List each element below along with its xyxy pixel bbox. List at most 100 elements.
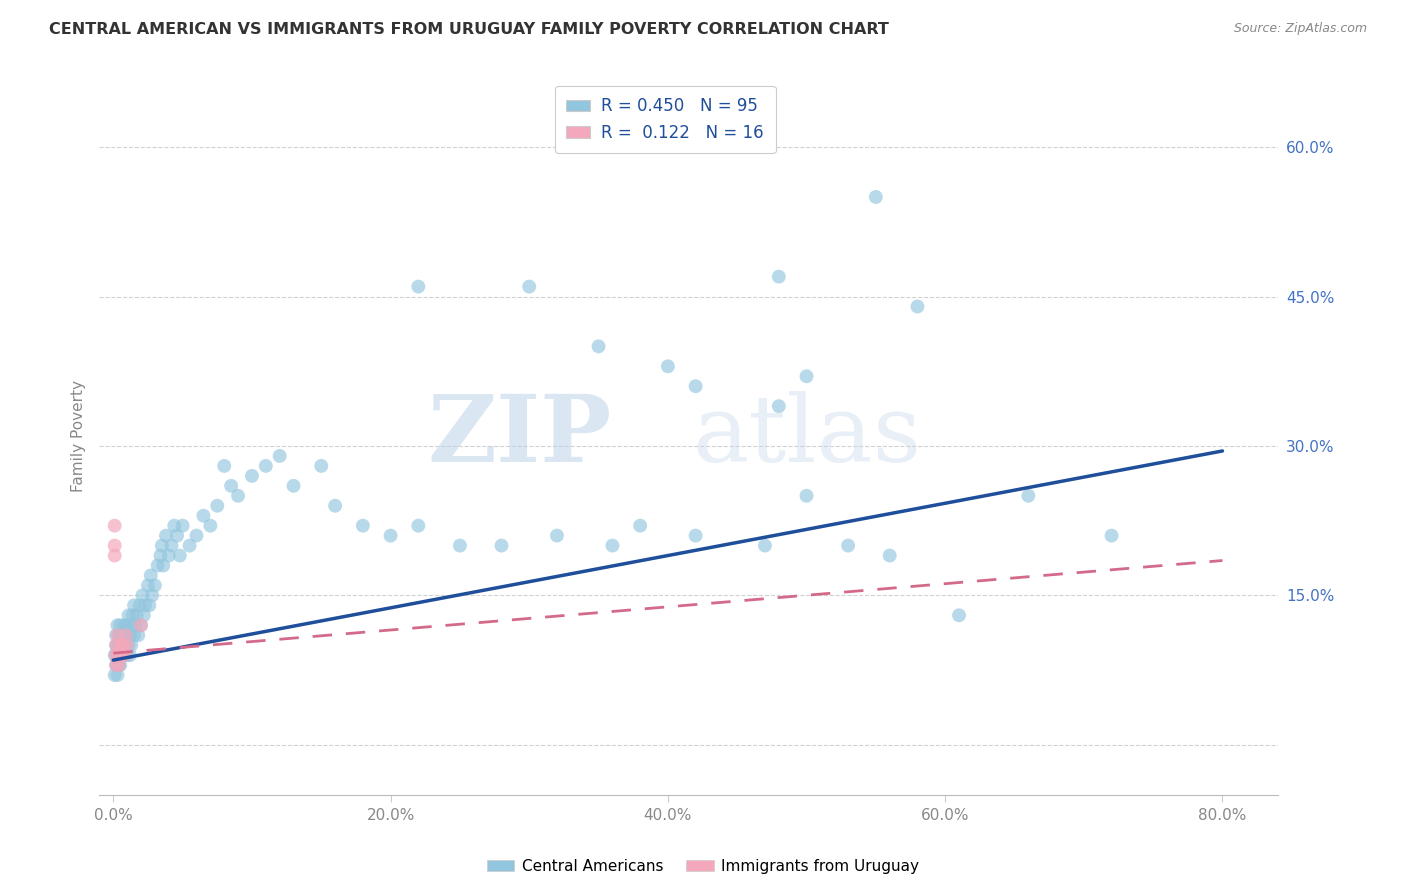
- Point: [907, 300, 929, 314]
- Point: [104, 539, 127, 553]
- Point: [110, 648, 132, 662]
- Point: [111, 628, 134, 642]
- Point: [948, 608, 970, 623]
- Point: [129, 618, 152, 632]
- Point: [602, 539, 624, 553]
- Point: [118, 648, 141, 662]
- Point: [107, 628, 129, 642]
- Point: [110, 638, 132, 652]
- Point: [124, 618, 146, 632]
- Point: [254, 458, 277, 473]
- Point: [112, 628, 135, 642]
- Point: [240, 468, 263, 483]
- Point: [120, 638, 142, 652]
- Point: [136, 578, 159, 592]
- Point: [449, 539, 471, 553]
- Point: [104, 648, 127, 662]
- Point: [796, 369, 818, 384]
- Point: [107, 658, 129, 673]
- Point: [108, 638, 131, 652]
- Point: [115, 638, 138, 652]
- Point: [768, 269, 790, 284]
- Point: [283, 479, 305, 493]
- Point: [207, 499, 229, 513]
- Point: [114, 628, 136, 642]
- Point: [150, 539, 173, 553]
- Point: [107, 668, 129, 682]
- Point: [588, 339, 610, 353]
- Point: [134, 599, 156, 613]
- Point: [110, 638, 132, 652]
- Point: [309, 458, 332, 473]
- Point: [139, 568, 162, 582]
- Point: [107, 648, 129, 662]
- Text: CENTRAL AMERICAN VS IMMIGRANTS FROM URUGUAY FAMILY POVERTY CORRELATION CHART: CENTRAL AMERICAN VS IMMIGRANTS FROM URUG…: [49, 22, 889, 37]
- Point: [111, 638, 134, 652]
- Point: [323, 499, 346, 513]
- Point: [143, 578, 166, 592]
- Point: [105, 658, 128, 673]
- Point: [118, 628, 141, 642]
- Point: [111, 638, 134, 652]
- Point: [837, 539, 859, 553]
- Text: Source: ZipAtlas.com: Source: ZipAtlas.com: [1233, 22, 1367, 36]
- Point: [219, 479, 242, 493]
- Point: [105, 628, 128, 642]
- Point: [110, 628, 132, 642]
- Point: [107, 618, 129, 632]
- Point: [186, 528, 208, 542]
- Point: [138, 599, 160, 613]
- Point: [112, 648, 135, 662]
- Point: [108, 658, 131, 673]
- Point: [117, 638, 139, 652]
- Point: [865, 190, 887, 204]
- Point: [657, 359, 679, 374]
- Point: [146, 558, 169, 573]
- Point: [114, 628, 136, 642]
- Point: [108, 628, 131, 642]
- Point: [269, 449, 291, 463]
- Point: [112, 648, 135, 662]
- Point: [179, 539, 201, 553]
- Point: [155, 528, 177, 542]
- Point: [172, 518, 194, 533]
- Point: [157, 549, 180, 563]
- Point: [104, 668, 127, 682]
- Point: [380, 528, 402, 542]
- Y-axis label: Family Poverty: Family Poverty: [72, 380, 86, 492]
- Text: atlas: atlas: [692, 391, 921, 481]
- Point: [129, 618, 152, 632]
- Point: [110, 648, 132, 662]
- Point: [166, 528, 188, 542]
- Point: [408, 518, 430, 533]
- Point: [122, 628, 145, 642]
- Point: [200, 518, 222, 533]
- Point: [160, 539, 183, 553]
- Point: [152, 558, 174, 573]
- Point: [1101, 528, 1123, 542]
- Point: [685, 379, 707, 393]
- Point: [491, 539, 513, 553]
- Point: [108, 658, 131, 673]
- Point: [163, 518, 186, 533]
- Point: [768, 399, 790, 413]
- Point: [149, 549, 172, 563]
- Point: [546, 528, 568, 542]
- Point: [110, 658, 132, 673]
- Point: [114, 638, 136, 652]
- Point: [408, 279, 430, 293]
- Point: [115, 618, 138, 632]
- Point: [115, 648, 138, 662]
- Point: [105, 648, 128, 662]
- Point: [107, 648, 129, 662]
- Point: [104, 549, 127, 563]
- Point: [107, 638, 129, 652]
- Point: [105, 638, 128, 652]
- Point: [105, 648, 128, 662]
- Point: [796, 489, 818, 503]
- Point: [125, 608, 148, 623]
- Legend: R = 0.450   N = 95, R =  0.122   N = 16: R = 0.450 N = 95, R = 0.122 N = 16: [554, 86, 776, 153]
- Point: [128, 599, 150, 613]
- Point: [110, 648, 132, 662]
- Point: [110, 638, 132, 652]
